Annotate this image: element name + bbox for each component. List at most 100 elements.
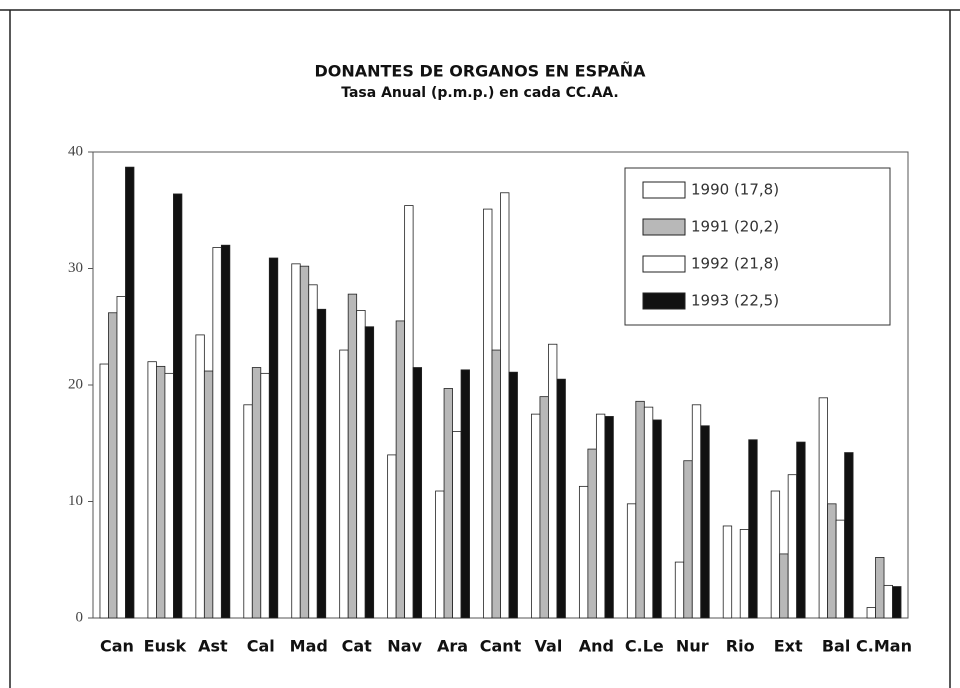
bar: [531, 413, 541, 619]
bar: [347, 293, 358, 619]
bar: [643, 406, 654, 619]
legend-label: 1990 (17,8): [691, 181, 779, 199]
y-tick-label: 0: [76, 609, 84, 625]
bar: [308, 284, 318, 619]
bar: [452, 431, 462, 619]
x-tick-label: C.Le: [625, 637, 664, 656]
bar: [827, 503, 837, 619]
x-tick-label: Mad: [290, 637, 328, 656]
x-tick-label: Ast: [198, 637, 228, 656]
bar: [316, 308, 327, 619]
bar: [364, 326, 375, 619]
bar: [412, 367, 423, 619]
bar: [483, 208, 493, 619]
bar: [404, 205, 414, 619]
bar: [460, 369, 470, 619]
bar: [435, 490, 445, 619]
bar: [595, 413, 606, 619]
x-tick-label: C.Man: [856, 637, 912, 656]
y-tick-label: 10: [68, 493, 83, 509]
x-tick-label: Nav: [387, 637, 422, 656]
bar: [251, 367, 262, 619]
bar: [818, 397, 828, 619]
bar: [626, 503, 637, 619]
bar: [299, 265, 310, 619]
legend-label: 1992 (21,8): [691, 255, 779, 273]
bar: [443, 388, 453, 619]
bar: [116, 296, 126, 619]
legend-swatch: [642, 292, 686, 310]
bar: [156, 365, 166, 619]
bar: [195, 334, 205, 619]
legend-swatch: [642, 181, 686, 199]
bar: [722, 525, 733, 619]
y-tick-label: 30: [68, 260, 83, 276]
x-tick-label: Eusk: [144, 637, 187, 656]
x-tick-label: Rio: [726, 637, 755, 656]
bar: [220, 244, 231, 619]
bar: [739, 529, 750, 619]
bar: [164, 372, 174, 619]
bar: [125, 166, 135, 619]
bar: [674, 561, 685, 619]
bar: [268, 257, 279, 619]
bar: [796, 441, 806, 619]
chart-subtitle: Tasa Anual (p.m.p.) en cada CC.AA.: [341, 85, 619, 101]
x-tick-label: Cant: [480, 637, 522, 656]
bar: [260, 372, 270, 619]
legend-swatch: [642, 218, 686, 236]
bar: [787, 474, 798, 619]
bar: [700, 425, 710, 619]
bar: [652, 419, 662, 619]
bar: [539, 396, 549, 619]
x-tick-label: Val: [535, 637, 563, 656]
y-tick-label: 20: [68, 376, 83, 392]
bar: [779, 553, 789, 619]
bar: [173, 193, 183, 619]
bar: [508, 371, 518, 619]
bar: [635, 400, 645, 619]
x-tick-label: Cat: [342, 637, 373, 656]
x-tick-label: Nur: [676, 637, 709, 656]
x-tick-label: Ext: [774, 637, 803, 656]
bar: [548, 343, 558, 619]
y-tick-label: 40: [68, 143, 83, 159]
bar: [356, 310, 366, 619]
bar: [683, 460, 693, 619]
legend-swatch: [642, 255, 686, 273]
x-tick-label: Bal: [822, 637, 850, 656]
bar: [395, 320, 406, 619]
bar: [387, 454, 397, 619]
bar: [291, 263, 301, 619]
x-tick-label: And: [579, 637, 614, 656]
bar: [883, 584, 893, 619]
bar: [604, 416, 614, 619]
bar: [147, 361, 157, 619]
bar: [556, 378, 566, 619]
legend-label: 1993 (22,5): [691, 292, 779, 310]
x-tick-label: Cal: [247, 637, 275, 656]
bar: [339, 349, 349, 619]
bar: [99, 363, 109, 619]
bar: [844, 452, 854, 619]
bar: [691, 404, 702, 619]
bar: [835, 519, 845, 619]
legend-label: 1991 (20,2): [691, 218, 779, 236]
bar: [500, 192, 510, 619]
bar: [578, 485, 589, 619]
bar: [491, 349, 501, 619]
bar: [748, 439, 758, 619]
bar: [243, 404, 253, 619]
bar: [203, 370, 214, 619]
chart-title: DONANTES DE ORGANOS EN ESPAÑA: [314, 62, 646, 81]
bar: [587, 448, 597, 619]
bar: [866, 607, 876, 619]
bar: [875, 557, 885, 619]
bar: [770, 490, 781, 619]
bar: [892, 586, 902, 619]
bar: [212, 247, 222, 619]
x-tick-label: Ara: [437, 637, 468, 656]
x-tick-label: Can: [100, 637, 134, 656]
bar: [108, 312, 118, 619]
